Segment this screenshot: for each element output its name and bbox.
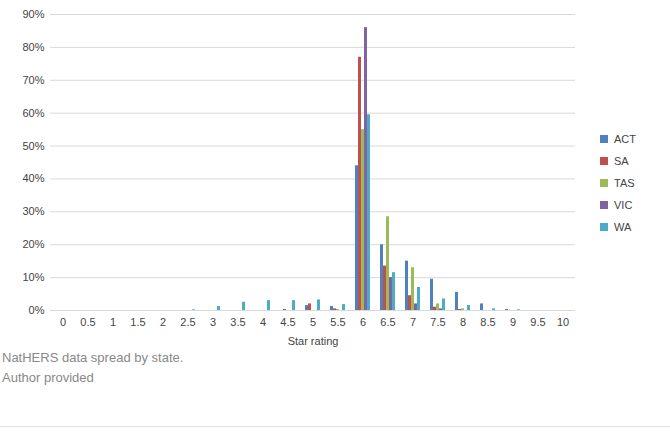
svg-text:5: 5 <box>310 316 316 328</box>
html-text:VIC: VIC <box>614 199 633 211</box>
svg-text:90%: 90% <box>22 8 44 20</box>
svg-text:50%: 50% <box>22 140 44 152</box>
svg-text:2: 2 <box>160 316 166 328</box>
html-text:Author provided: Author provided <box>2 370 94 385</box>
html-text:NatHERS data spread by state.: NatHERS data spread by state. <box>2 350 184 365</box>
svg-text:80%: 80% <box>22 41 44 53</box>
svg-text:1: 1 <box>110 316 116 328</box>
svg-text:3.5: 3.5 <box>230 316 245 328</box>
html-text:SA: SA <box>614 155 629 167</box>
svg-text:9.5: 9.5 <box>530 316 545 328</box>
svg-text:6.5: 6.5 <box>380 316 395 328</box>
svg-text:7.5: 7.5 <box>430 316 445 328</box>
svg-text:8: 8 <box>460 316 466 328</box>
svg-text:40%: 40% <box>22 172 44 184</box>
svg-text:0.5: 0.5 <box>80 316 95 328</box>
svg-text:10%: 10% <box>22 271 44 283</box>
svg-text:3: 3 <box>210 316 216 328</box>
svg-text:2.5: 2.5 <box>180 316 195 328</box>
svg-text:30%: 30% <box>22 205 44 217</box>
html-text:ACT: ACT <box>614 133 636 145</box>
svg-text:8.5: 8.5 <box>480 316 495 328</box>
svg-text:0: 0 <box>60 316 66 328</box>
svg-text:9: 9 <box>510 316 516 328</box>
svg-text:60%: 60% <box>22 107 44 119</box>
svg-text:1.5: 1.5 <box>130 316 145 328</box>
svg-text:6: 6 <box>360 316 366 328</box>
svg-text:0%: 0% <box>29 304 45 316</box>
svg-text:20%: 20% <box>22 238 44 250</box>
svg-text:5.5: 5.5 <box>330 316 345 328</box>
html-text:WA: WA <box>614 221 632 233</box>
svg-text:4.5: 4.5 <box>280 316 295 328</box>
html-text:TAS: TAS <box>614 177 635 189</box>
svg-text:7: 7 <box>410 316 416 328</box>
svg-text:4: 4 <box>260 316 266 328</box>
svg-text:Star rating: Star rating <box>288 335 339 347</box>
svg-text:10: 10 <box>557 316 569 328</box>
svg-text:70%: 70% <box>22 74 44 86</box>
